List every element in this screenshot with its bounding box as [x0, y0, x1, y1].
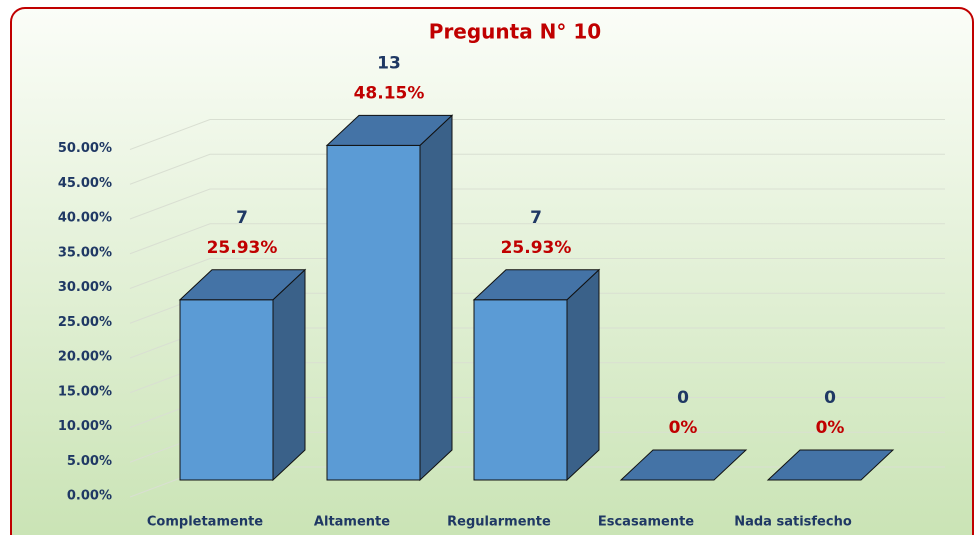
grid-line — [129, 119, 945, 150]
bar-top — [178, 269, 307, 301]
y-tick-label: 35.00% — [58, 245, 112, 260]
grid-line — [129, 153, 945, 185]
bar-top — [619, 449, 748, 481]
data-label: 25.93% — [501, 238, 572, 258]
chart-title: Pregunta N° 10 — [429, 20, 601, 44]
bar-side — [419, 114, 453, 482]
grid-line — [129, 223, 945, 255]
x-tick-label: Escasamente — [598, 515, 694, 530]
count-label: 7 — [530, 208, 542, 228]
y-tick-label: 20.00% — [58, 350, 112, 365]
data-label: 25.93% — [207, 238, 278, 258]
bar-front — [473, 299, 568, 481]
data-label: 0% — [669, 418, 698, 438]
bar-front — [179, 299, 274, 481]
bar-top — [325, 114, 454, 146]
x-tick-label: Altamente — [314, 515, 390, 530]
x-tick-label: Nada satisfecho — [734, 515, 852, 530]
x-tick-label: Completamente — [147, 515, 263, 530]
count-label: 0 — [677, 388, 689, 408]
y-tick-label: 45.00% — [58, 176, 112, 191]
y-tick-label: 5.00% — [67, 454, 112, 469]
bar-top — [472, 269, 601, 301]
bar-side — [566, 268, 600, 482]
bar-top — [766, 449, 895, 481]
bar-front — [326, 144, 421, 481]
grid-line — [129, 258, 945, 289]
y-tick-label: 25.00% — [58, 315, 112, 330]
y-tick-label: 50.00% — [58, 141, 112, 156]
y-tick-label: 40.00% — [58, 211, 112, 226]
count-label: 7 — [236, 208, 248, 228]
y-tick-label: 30.00% — [58, 280, 112, 295]
y-tick-label: 10.00% — [58, 419, 112, 434]
y-tick-label: 15.00% — [58, 384, 112, 399]
data-label: 48.15% — [354, 83, 425, 103]
x-tick-label: Regularmente — [447, 515, 551, 530]
count-label: 13 — [377, 53, 401, 73]
count-label: 0 — [824, 388, 836, 408]
grid-line — [129, 188, 945, 220]
data-label: 0% — [816, 418, 845, 438]
y-tick-label: 0.00% — [67, 489, 112, 504]
bar-side — [272, 268, 306, 482]
